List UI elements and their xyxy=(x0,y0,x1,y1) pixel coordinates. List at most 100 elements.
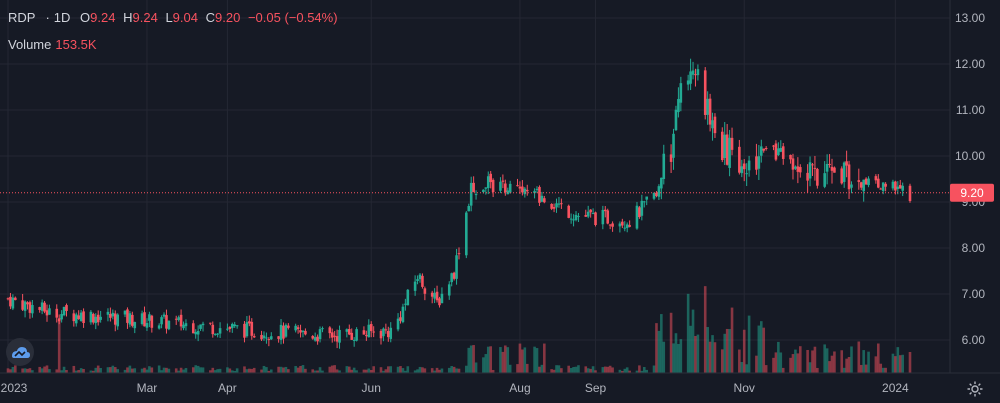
volume-bar xyxy=(72,365,76,373)
candle-body xyxy=(123,310,127,315)
volume-bar xyxy=(533,346,536,373)
volume-bar xyxy=(640,370,644,373)
candle-body xyxy=(825,163,829,172)
candle-body xyxy=(901,185,904,191)
candle-body xyxy=(672,133,675,158)
volume-bar xyxy=(877,343,880,373)
volume-bar xyxy=(94,367,98,373)
candle-body xyxy=(677,98,680,113)
volume-bar xyxy=(352,367,356,373)
candle-body xyxy=(262,335,266,339)
candle-body xyxy=(128,313,132,325)
volume-bar xyxy=(350,369,354,373)
candle-body xyxy=(194,332,198,335)
candle-body xyxy=(304,330,307,335)
candle-body xyxy=(177,317,180,320)
candle-body xyxy=(126,309,129,323)
volume-bar xyxy=(725,328,729,373)
volume-bar xyxy=(696,334,700,373)
volume-bar xyxy=(413,370,417,373)
candle-body xyxy=(708,98,712,125)
candle-body xyxy=(504,183,507,193)
candle-body xyxy=(645,196,649,200)
candle-body xyxy=(82,311,85,324)
candle-body xyxy=(133,322,137,329)
volume-bar xyxy=(438,369,441,373)
candle-body xyxy=(621,221,624,226)
volume-bar xyxy=(372,366,375,373)
candle-body xyxy=(703,70,707,115)
volume-bar xyxy=(764,365,768,373)
candle-body xyxy=(896,186,900,189)
candle-body xyxy=(313,337,317,341)
candle-body xyxy=(269,336,273,340)
candle-body xyxy=(747,160,751,171)
volume-bar xyxy=(864,364,868,373)
gear-icon[interactable] xyxy=(966,380,984,398)
volume-bar xyxy=(762,327,766,373)
candle-body xyxy=(625,224,629,229)
volume-bar xyxy=(840,350,844,373)
volume-bar xyxy=(469,345,473,373)
open-value: 9.24 xyxy=(90,10,116,25)
candle-body xyxy=(191,323,195,334)
volume-bar xyxy=(652,365,656,373)
volume-bar xyxy=(755,355,758,373)
volume-bar xyxy=(881,367,885,373)
volume-bar xyxy=(82,368,85,373)
volume-bar xyxy=(182,369,185,373)
candle-body xyxy=(842,162,846,182)
volume-bar xyxy=(586,368,590,373)
candle-body xyxy=(482,189,485,193)
volume-bar xyxy=(833,351,836,373)
y-tick-label: 13.00 xyxy=(955,11,985,25)
candle-body xyxy=(55,308,59,318)
volume-bar xyxy=(674,333,678,373)
volume-bar xyxy=(406,366,410,373)
symbol-legend: RDP · 1D O9.24 H9.24 L9.04 C9.20 −0.05 (−0… xyxy=(8,10,338,25)
volume-bar xyxy=(311,369,315,373)
candle-body xyxy=(777,148,780,156)
candle-body xyxy=(14,297,17,301)
volume-bar xyxy=(745,364,748,373)
volume-bar xyxy=(540,364,544,373)
time-axis: 2023 Mar Apr Jun Aug Sep Nov 2024 xyxy=(1,381,909,395)
volume-bar xyxy=(672,343,675,373)
volume-bar xyxy=(506,347,510,373)
volume-bar xyxy=(491,369,495,373)
tradingview-cloud-icon[interactable] xyxy=(6,338,34,366)
candle-body xyxy=(642,201,646,203)
volume-bar xyxy=(252,367,256,373)
candle-body xyxy=(740,166,744,174)
volume-bar xyxy=(747,315,751,373)
volume-bar xyxy=(657,330,661,373)
volume-bar xyxy=(328,366,332,373)
candle-body xyxy=(884,183,887,187)
candle-body xyxy=(586,211,590,217)
candle-body xyxy=(345,329,349,332)
interval-label[interactable]: 1D xyxy=(53,10,71,25)
candle-body xyxy=(26,302,29,305)
candle-body xyxy=(228,326,232,330)
candle-body xyxy=(21,300,24,310)
candle-body xyxy=(199,324,202,329)
candle-body xyxy=(45,310,49,316)
candle-body xyxy=(404,303,407,305)
volume-bar xyxy=(560,368,563,373)
candle-body xyxy=(316,336,319,342)
volume-bar xyxy=(535,348,539,373)
candle-body xyxy=(116,314,120,327)
candle-body xyxy=(230,323,234,329)
volume-bar xyxy=(131,368,134,373)
candle-body xyxy=(369,324,373,332)
volume-bar xyxy=(262,365,266,373)
volume-bar xyxy=(74,370,78,373)
candle-body xyxy=(421,275,424,287)
volume-bar xyxy=(399,366,402,373)
candle-body xyxy=(150,315,154,328)
symbol-name[interactable]: RDP xyxy=(8,10,36,25)
candle-body xyxy=(211,324,215,335)
volume-bar xyxy=(484,354,488,373)
volume-bar xyxy=(447,367,451,373)
